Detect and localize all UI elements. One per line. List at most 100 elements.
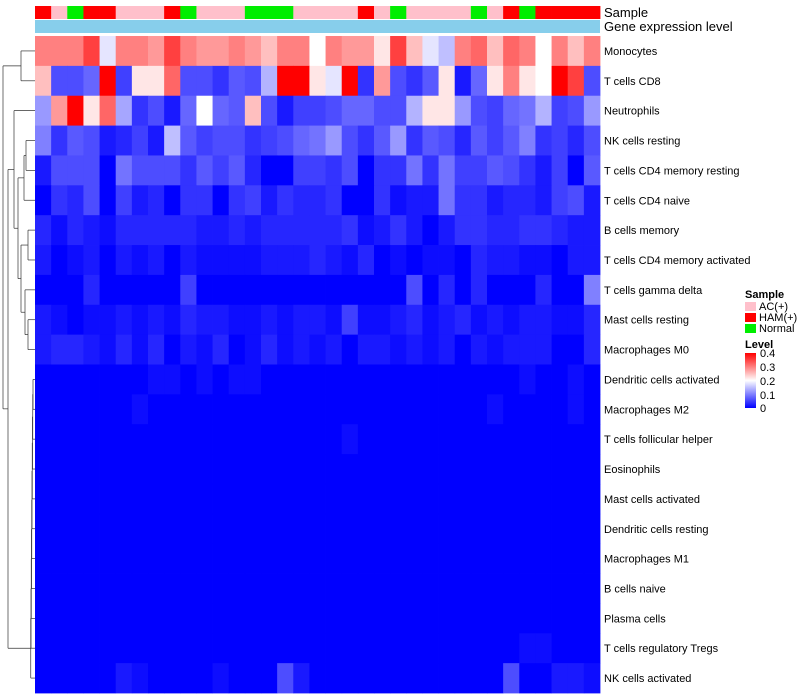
heatmap-cell — [422, 663, 439, 694]
heatmap-cell — [519, 304, 536, 336]
heatmap-cell — [535, 334, 552, 365]
heatmap-cell — [551, 424, 569, 455]
heatmap-cell — [115, 125, 133, 156]
heatmap-cell — [583, 633, 601, 664]
row-dendrogram — [2, 50, 35, 679]
heatmap-cell — [341, 274, 359, 306]
heatmap-cell — [309, 125, 326, 156]
heatmap-cell — [228, 95, 246, 126]
heatmap-cell — [51, 364, 68, 395]
heatmap-cell — [148, 663, 165, 694]
heatmap-cell — [551, 663, 569, 694]
annotation-label-gene-expression: Gene expression level — [604, 19, 733, 34]
heatmap-cell — [277, 155, 294, 186]
heatmap-cell — [535, 65, 552, 97]
heatmap-cell — [51, 125, 68, 156]
heatmap-cell — [470, 245, 488, 276]
heatmap-cell — [487, 603, 504, 634]
heatmap-cell — [551, 185, 569, 216]
heatmap-cell — [454, 394, 472, 425]
heatmap-cell — [567, 125, 585, 156]
heatmap-cell — [406, 36, 423, 67]
heatmap-cell — [180, 364, 197, 395]
sample-annotation-cell — [487, 6, 504, 19]
heatmap-cell — [325, 274, 343, 306]
heatmap-cell — [180, 663, 197, 694]
heatmap-cell — [67, 125, 84, 156]
heatmap-cell — [67, 155, 84, 186]
sample-annotation-cell — [567, 6, 585, 19]
heatmap-cell — [551, 633, 569, 664]
heatmap-cell — [148, 424, 165, 455]
heatmap-cell — [35, 185, 52, 216]
heatmap-cell — [470, 36, 488, 67]
heatmap-cell — [67, 513, 84, 545]
legend-label-ac: AC(+) — [759, 301, 788, 313]
heatmap-cell — [583, 65, 601, 97]
heatmap-cell — [83, 274, 100, 306]
heatmap-cell — [244, 454, 262, 485]
heatmap-cell — [131, 65, 149, 97]
heatmap-cell — [438, 483, 456, 515]
heatmap-cell — [196, 36, 213, 67]
heatmap-cell — [325, 573, 343, 604]
heatmap-cell — [196, 424, 213, 455]
heatmap-cell — [309, 513, 326, 545]
sample-annotation-cell — [309, 6, 326, 19]
heatmap-cell — [212, 424, 230, 455]
heatmap-cell — [454, 663, 472, 694]
heatmap-cell — [293, 334, 310, 365]
heatmap-cell — [244, 334, 262, 365]
heatmap-cell — [357, 603, 375, 634]
heatmap-cell — [503, 394, 520, 425]
heatmap-cell — [551, 95, 569, 126]
heatmap-cell — [567, 95, 585, 126]
heatmap-cell — [35, 155, 52, 186]
heatmap-cell — [180, 334, 197, 365]
heatmap-cell — [487, 245, 504, 276]
sample-annotation-cell — [164, 6, 181, 19]
heatmap-cell — [374, 65, 391, 97]
heatmap-cell — [51, 424, 68, 455]
heatmap-cell — [487, 513, 504, 545]
heatmap-cell — [228, 483, 246, 515]
heatmap-cell — [487, 424, 504, 455]
heatmap-cell — [583, 304, 601, 336]
heatmap-cell — [228, 36, 246, 67]
level-tick-3: 0.1 — [760, 390, 775, 402]
heatmap-cell — [51, 663, 68, 694]
heatmap-cell — [51, 633, 68, 664]
heatmap-cell — [535, 155, 552, 186]
heatmap-cell — [583, 334, 601, 365]
heatmap-cell — [212, 185, 230, 216]
heatmap-cell — [244, 483, 262, 515]
heatmap-cell — [148, 394, 165, 425]
heatmap-cell — [406, 334, 423, 365]
heatmap-cell — [180, 274, 197, 306]
heatmap-cell — [503, 185, 520, 216]
heatmap-cell — [51, 65, 68, 97]
heatmap-cell — [422, 424, 439, 455]
heatmap-cell — [131, 215, 149, 246]
heatmap-cell — [583, 125, 601, 156]
heatmap-cell — [551, 483, 569, 515]
row-label: T cells CD4 memory resting — [604, 165, 740, 177]
heatmap-cell — [438, 454, 456, 485]
heatmap-cell — [261, 424, 278, 455]
heatmap-cell — [406, 364, 423, 395]
heatmap-cell — [67, 185, 84, 216]
heatmap-cell — [519, 95, 536, 126]
heatmap-cell — [390, 274, 407, 306]
heatmap-cell — [487, 334, 504, 365]
heatmap-cell — [357, 633, 375, 664]
heatmap-cell — [422, 215, 439, 246]
heatmap-cell — [519, 603, 536, 634]
heatmap-cell — [454, 633, 472, 664]
heatmap-cell — [406, 513, 423, 545]
heatmap-cell — [325, 513, 343, 545]
heatmap-cell — [180, 304, 197, 336]
heatmap-cell — [293, 424, 310, 455]
heatmap-cell — [567, 483, 585, 515]
heatmap-cell — [374, 364, 391, 395]
heatmap-cell — [261, 95, 278, 126]
